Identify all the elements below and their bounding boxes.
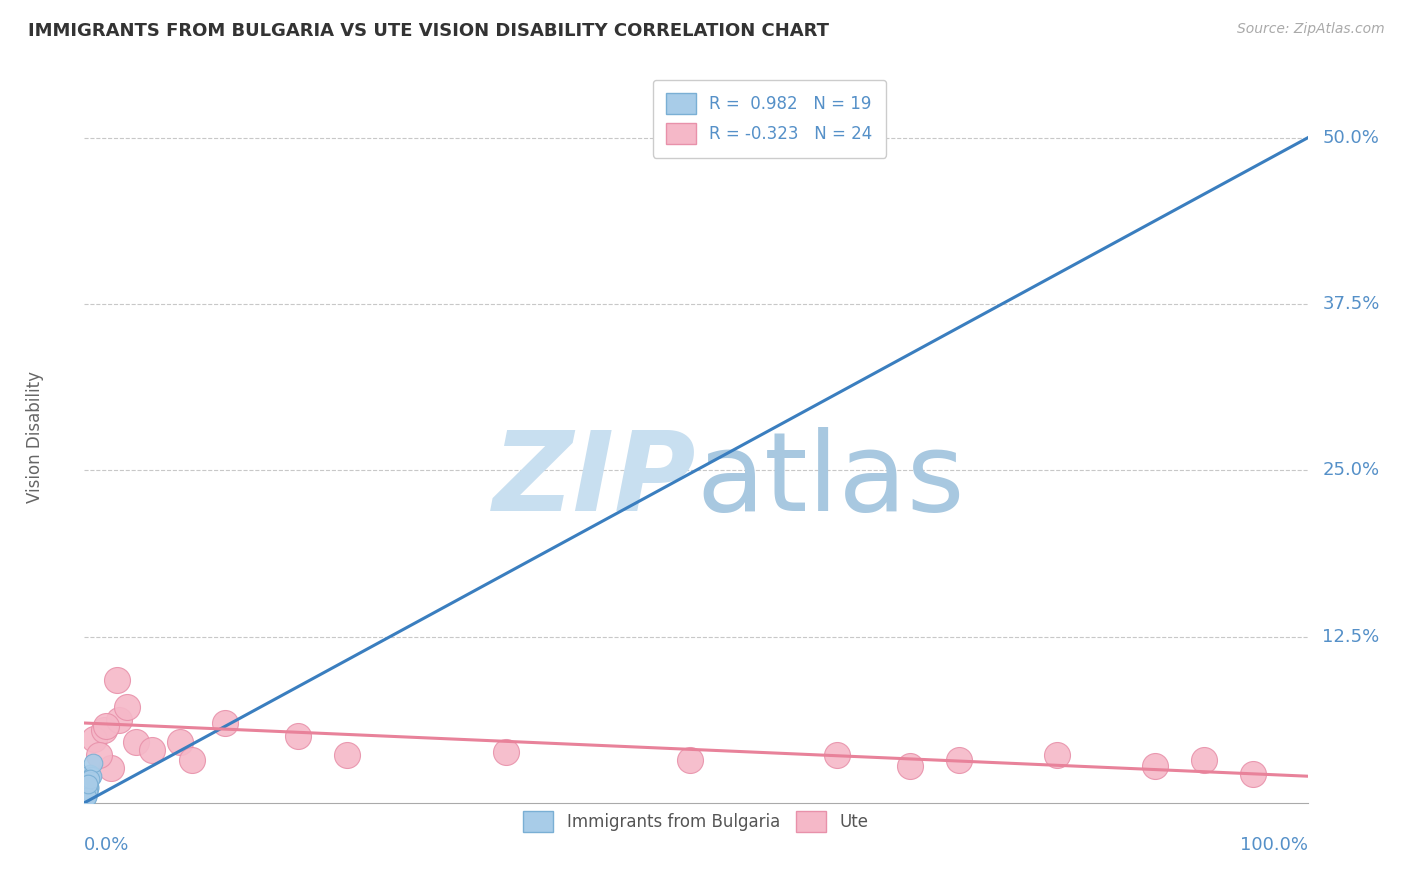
Point — [181, 753, 204, 767]
Point — [105, 673, 128, 688]
Point — [77, 777, 100, 791]
Legend: Immigrants from Bulgaria, Ute: Immigrants from Bulgaria, Ute — [510, 797, 882, 846]
Point — [77, 782, 100, 797]
Point — [898, 758, 921, 772]
Text: 50.0%: 50.0% — [1322, 128, 1379, 147]
Text: 0.0%: 0.0% — [84, 836, 129, 854]
Point — [336, 747, 359, 762]
Point — [77, 780, 100, 794]
Point — [83, 731, 105, 746]
Point — [76, 785, 98, 799]
Text: 12.5%: 12.5% — [1322, 628, 1379, 646]
Point — [679, 753, 702, 767]
Point — [287, 729, 309, 743]
Text: 37.5%: 37.5% — [1322, 295, 1379, 313]
Point — [1241, 766, 1264, 780]
Point — [125, 734, 148, 748]
Point — [79, 766, 101, 780]
Point — [75, 790, 97, 805]
Point — [76, 787, 98, 801]
Point — [77, 772, 100, 786]
Point — [107, 714, 129, 728]
Point — [96, 719, 118, 733]
Point — [77, 784, 100, 798]
Point — [79, 772, 101, 786]
Point — [1143, 758, 1166, 772]
Text: Source: ZipAtlas.com: Source: ZipAtlas.com — [1237, 22, 1385, 37]
Point — [141, 742, 163, 756]
Point — [825, 747, 848, 762]
Point — [1192, 753, 1215, 767]
Text: ZIP: ZIP — [492, 427, 696, 534]
Point — [1046, 747, 1069, 762]
Point — [948, 753, 970, 767]
Point — [495, 745, 517, 759]
Point — [76, 789, 98, 804]
Point — [169, 734, 191, 748]
Point — [100, 761, 122, 775]
Point — [82, 756, 104, 770]
Point — [214, 716, 236, 731]
Text: atlas: atlas — [696, 427, 965, 534]
Point — [77, 784, 100, 798]
Point — [87, 747, 110, 762]
Point — [77, 781, 100, 796]
Text: 25.0%: 25.0% — [1322, 461, 1379, 479]
Point — [76, 790, 98, 805]
Point — [115, 700, 138, 714]
Text: 100.0%: 100.0% — [1240, 836, 1308, 854]
Point — [93, 723, 115, 737]
Point — [77, 777, 100, 791]
Text: IMMIGRANTS FROM BULGARIA VS UTE VISION DISABILITY CORRELATION CHART: IMMIGRANTS FROM BULGARIA VS UTE VISION D… — [28, 22, 830, 40]
Point — [76, 789, 98, 804]
Point — [80, 769, 103, 783]
Point — [77, 774, 100, 789]
Text: Vision Disability: Vision Disability — [27, 371, 45, 503]
